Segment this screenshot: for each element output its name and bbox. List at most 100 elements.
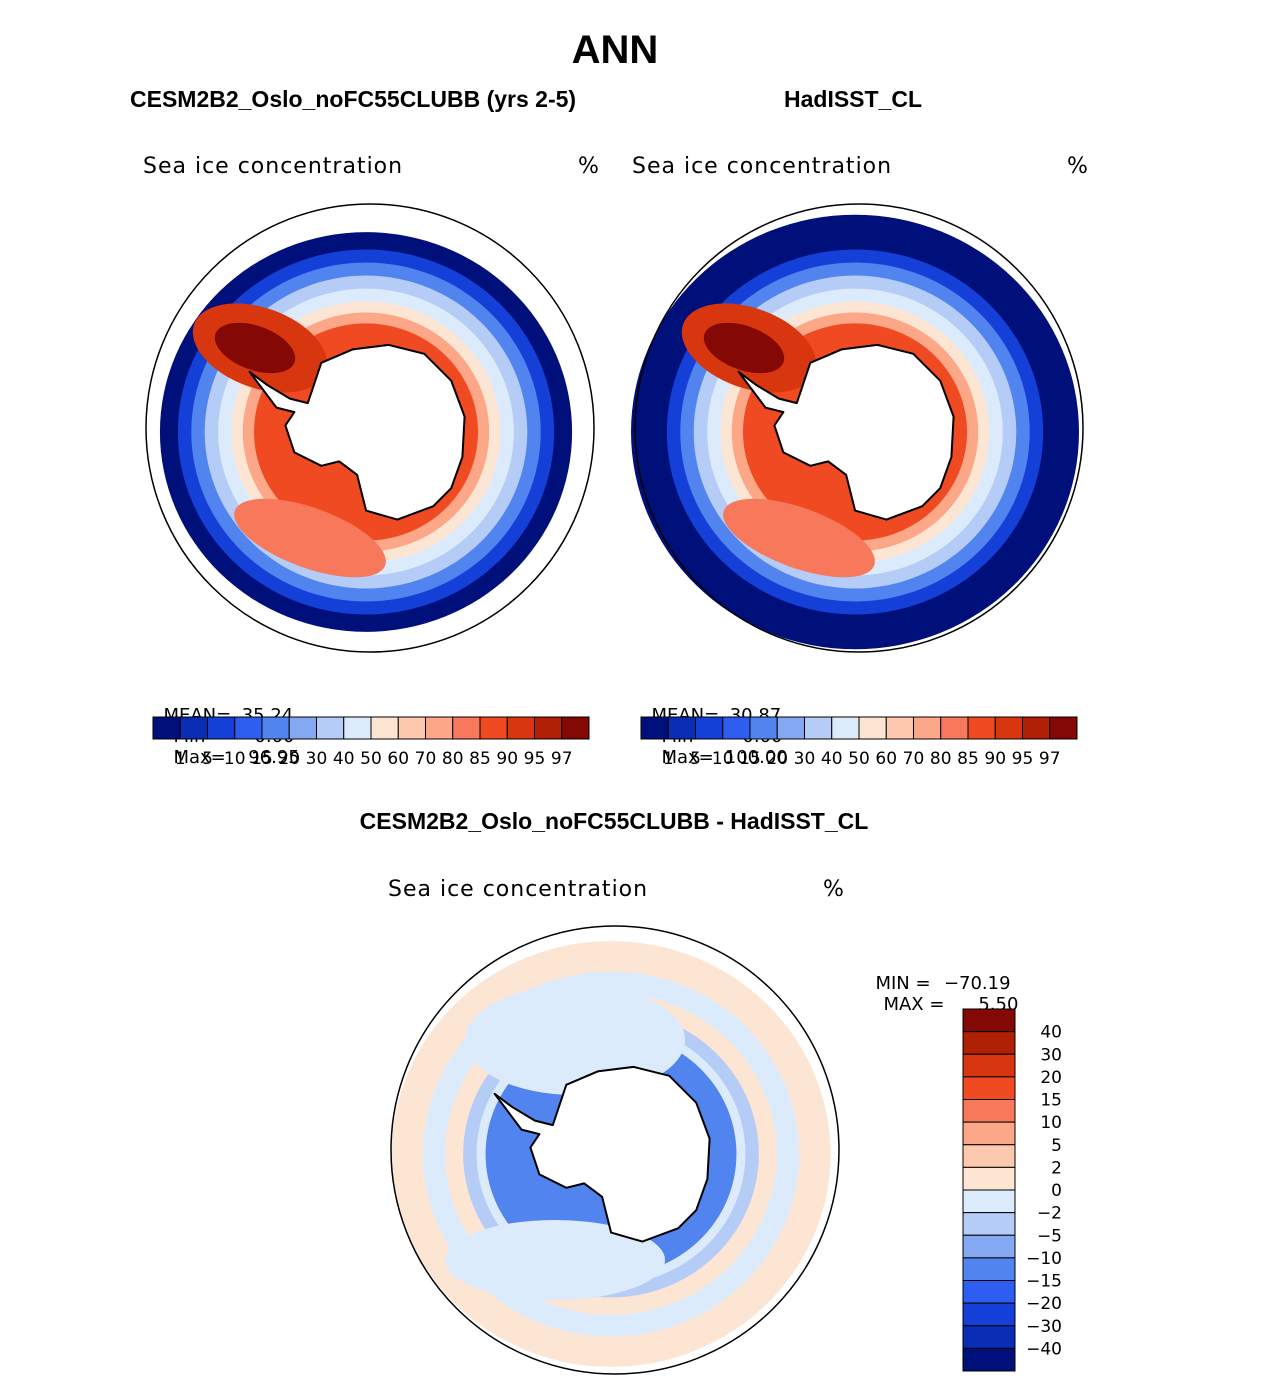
- model-map-boundary: [145, 203, 595, 653]
- model-colorbar-tick-label: 95: [524, 749, 546, 769]
- obs-ross-max: [723, 498, 875, 578]
- model-colorbar-box: [179, 716, 208, 740]
- model-colorbar-box: [152, 716, 181, 740]
- model-colorbar: 1 5 10 15 20 30 40 50 60 70 80 85 90 95 97: [152, 716, 590, 769]
- model-colorbar-box: [397, 716, 426, 740]
- diff-colorbar-box: [962, 1053, 1016, 1078]
- diff-colorbar-box: [962, 1325, 1016, 1349]
- model-colorbar-box: [561, 716, 590, 740]
- obs-colorbar-tick-label: 40: [821, 749, 843, 769]
- diff-colorbar-box: [962, 1257, 1016, 1281]
- diff-colorbar-box: [962, 1234, 1016, 1259]
- diff-max-label: MAX =: [883, 994, 945, 1015]
- diff-colorbar-tick-label: −10: [1026, 1249, 1062, 1269]
- obs-colorbar-box: [994, 716, 1023, 740]
- obs-variable-label: Sea ice concentration: [632, 154, 893, 179]
- diff-variable-label: Sea ice concentration: [388, 877, 649, 902]
- left-case-title: CESM2B2_Oslo_noFC55CLUBB (yrs 2-5): [130, 86, 577, 112]
- diff-diff-patch: [445, 1220, 665, 1300]
- model-colorbar-box: [425, 716, 454, 740]
- diff-colorbar-tick-label: 5: [1051, 1136, 1062, 1156]
- diff-colorbar-box: [962, 1031, 1016, 1055]
- model-units-label: %: [578, 154, 600, 179]
- obs-colorbar-tick-label: 50: [848, 749, 870, 769]
- obs-colorbar-box: [913, 716, 942, 740]
- model-colorbar-box: [207, 716, 236, 740]
- obs-colorbar-box: [1022, 716, 1051, 740]
- obs-map-boundary: [634, 203, 1084, 653]
- obs-colorbar-box: [776, 716, 805, 740]
- model-colorbar-tick-label: 20: [278, 749, 300, 769]
- obs-colorbar-box: [804, 716, 833, 740]
- right-case-title: HadISST_CL: [784, 86, 923, 112]
- model-weddell-core: [214, 322, 296, 374]
- model-map: [145, 203, 595, 653]
- model-colorbar-tick-label: 97: [551, 749, 573, 769]
- obs-colorbar-tick-label: 95: [1012, 749, 1034, 769]
- obs-colorbar-tick-label: 1: [663, 749, 674, 769]
- model-colorbar-tick-label: 80: [442, 749, 464, 769]
- obs-colorbar-box: [749, 716, 778, 740]
- obs-colorbar-tick-label: 80: [930, 749, 952, 769]
- obs-colorbar-box: [667, 716, 696, 740]
- model-colorbar-tick-label: 85: [469, 749, 491, 769]
- diff-colorbar-box: [962, 1166, 1016, 1191]
- model-antarctica-coastline: [248, 343, 466, 521]
- diff-colorbar-tick-label: −40: [1026, 1339, 1062, 1359]
- model-colorbar-tick-label: 90: [496, 749, 518, 769]
- obs-colorbar-box: [1049, 716, 1078, 740]
- diff-colorbar-tick-label: 10: [1040, 1113, 1062, 1133]
- obs-colorbar-box: [831, 716, 860, 740]
- obs-colorbar-tick-label: 5: [690, 749, 701, 769]
- diff-colorbar-tick-label: −30: [1026, 1317, 1062, 1337]
- diff-colorbar-box: [962, 1144, 1016, 1168]
- diff-colorbar-tick-label: −2: [1037, 1204, 1062, 1224]
- obs-colorbar-tick-label: 60: [875, 749, 897, 769]
- diff-colorbar-box: [962, 1189, 1016, 1214]
- obs-colorbar-box: [858, 716, 887, 740]
- model-colorbar-box: [534, 716, 563, 740]
- model-colorbar-box: [288, 716, 317, 740]
- diff-map: [390, 925, 840, 1375]
- diff-antarctica-coastline: [493, 1065, 711, 1243]
- diff-colorbar-tick-label: −20: [1026, 1294, 1062, 1314]
- obs-colorbar-tick-label: 20: [766, 749, 788, 769]
- obs-colorbar-tick-label: 97: [1039, 749, 1061, 769]
- model-colorbar-tick-label: 60: [387, 749, 409, 769]
- diff-stats: MIN = −70.19 MAX = 5.50: [864, 952, 1018, 1015]
- model-colorbar-tick-label: 1: [175, 749, 186, 769]
- diff-colorbar-box: [962, 1302, 1016, 1327]
- obs-colorbar-box: [940, 716, 969, 740]
- obs-colorbar-tick-label: 10: [712, 749, 734, 769]
- model-colorbar-tick-label: 40: [333, 749, 355, 769]
- diff-colorbar-box: [962, 1280, 1016, 1304]
- obs-antarctica-coastline: [737, 343, 955, 521]
- model-colorbar-box: [479, 716, 508, 740]
- main-title: ANN: [571, 28, 659, 72]
- diff-min-value: −70.19: [943, 973, 1011, 994]
- model-colorbar-box: [343, 716, 372, 740]
- obs-colorbar-box: [640, 716, 669, 740]
- model-colorbar-box: [234, 716, 263, 740]
- diff-colorbar-tick-label: 0: [1051, 1181, 1062, 1201]
- model-colorbar-box: [506, 716, 535, 740]
- model-colorbar-tick-label: 70: [415, 749, 437, 769]
- obs-max-value: 100.00: [724, 747, 788, 768]
- obs-colorbar-box: [695, 716, 724, 740]
- obs-colorbar-tick-label: 85: [957, 749, 979, 769]
- diff-colorbar-tick-label: 15: [1040, 1091, 1062, 1111]
- model-ross-max: [234, 498, 386, 578]
- diff-colorbar-tick-label: −15: [1026, 1272, 1062, 1292]
- obs-colorbar-tick-label: 30: [794, 749, 816, 769]
- diff-colorbar-tick-label: 20: [1040, 1068, 1062, 1088]
- model-colorbar-box: [452, 716, 481, 740]
- model-colorbar-box: [370, 716, 399, 740]
- diff-colorbar-tick-label: 40: [1040, 1023, 1062, 1043]
- obs-colorbar-box: [722, 716, 751, 740]
- diff-colorbar-tick-label: 30: [1040, 1045, 1062, 1065]
- diff-colorbar-box: [962, 1099, 1016, 1123]
- model-variable-label: Sea ice concentration: [143, 154, 404, 179]
- diff-map-boundary: [390, 925, 840, 1375]
- model-max-label: Max=: [173, 747, 226, 768]
